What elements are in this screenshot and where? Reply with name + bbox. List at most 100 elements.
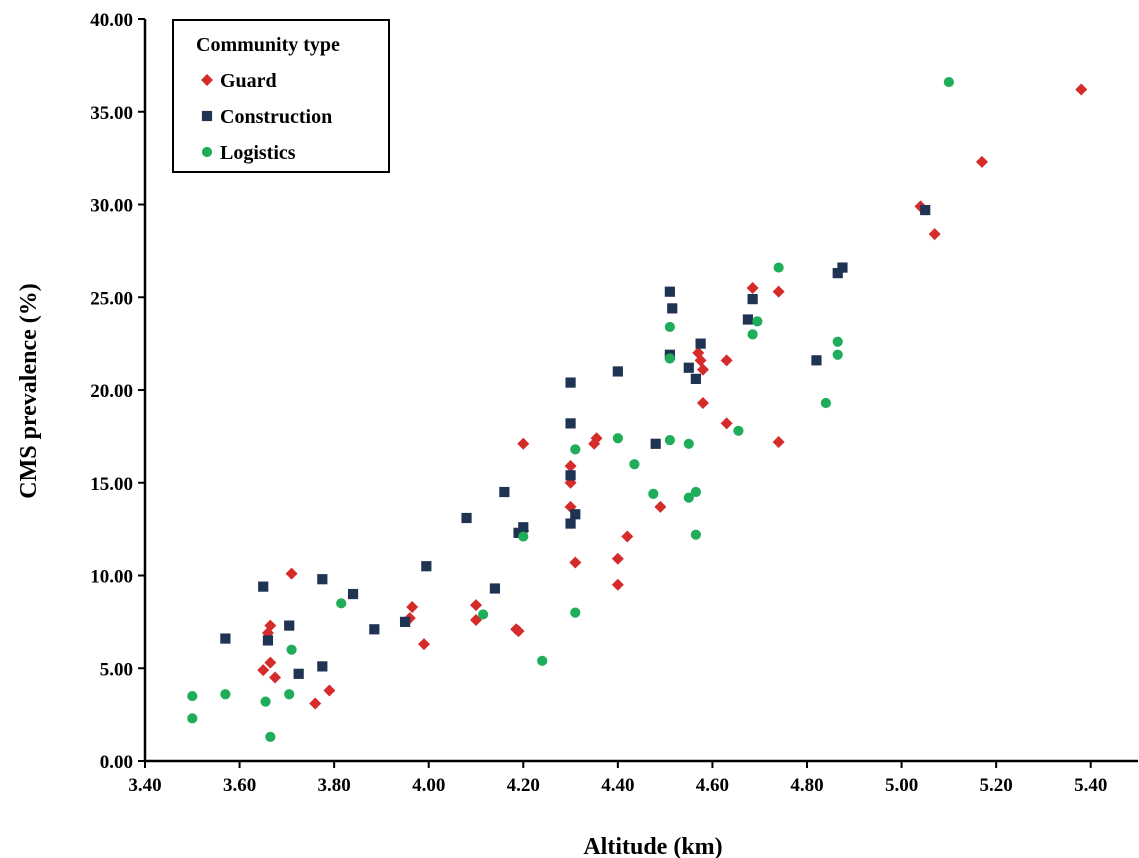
point-construction — [695, 338, 706, 349]
point-logistics — [943, 76, 954, 88]
x-tick-label: 4.60 — [696, 775, 729, 796]
point-guard — [309, 697, 322, 710]
point-logistics — [664, 434, 675, 446]
point-logistics — [537, 655, 548, 666]
point-logistics — [336, 598, 347, 609]
point-construction — [664, 286, 675, 297]
point-construction — [284, 620, 295, 631]
point-construction — [565, 418, 576, 429]
point-logistics — [570, 607, 581, 618]
point-logistics — [683, 438, 694, 449]
point-construction — [258, 581, 269, 592]
x-tick-label: 4.80 — [790, 775, 823, 796]
y-tick-label: 0.00 — [100, 752, 133, 773]
point-construction — [262, 635, 274, 646]
point-guard — [928, 228, 941, 241]
point-logistics — [683, 492, 694, 503]
point-guard — [975, 155, 988, 168]
point-logistics — [629, 459, 640, 470]
point-construction — [499, 486, 510, 498]
point-guard — [694, 354, 707, 367]
y-tick-label: 10.00 — [90, 567, 133, 588]
point-construction — [565, 518, 576, 529]
point-logistics — [747, 329, 758, 340]
point-guard — [569, 556, 582, 569]
point-construction — [612, 366, 623, 377]
point-logistics — [733, 425, 744, 436]
point-construction — [347, 588, 359, 600]
point-guard — [772, 435, 785, 448]
x-ticks: 3.40 3.60 3.80 4.00 4.20 4.40 4.60 4.80 5.00 5.20… — [128, 761, 1107, 796]
point-logistics — [752, 316, 763, 327]
point-guard — [417, 638, 430, 651]
point-guard — [406, 601, 419, 614]
legend: Community type Guard Construction Logistic… — [172, 19, 390, 173]
point-guard — [517, 437, 530, 450]
point-guard — [611, 578, 624, 591]
point-construction — [317, 661, 328, 672]
point-construction — [565, 470, 576, 481]
point-logistics — [832, 336, 843, 347]
point-guard — [611, 552, 624, 565]
point-logistics — [284, 689, 295, 700]
point-guard — [564, 460, 577, 473]
point-construction — [747, 294, 758, 305]
point-construction — [421, 561, 432, 572]
point-guard — [696, 396, 709, 409]
x-tick-label: 4.40 — [601, 775, 634, 796]
point-logistics — [612, 433, 623, 444]
point-guard — [621, 530, 634, 543]
point-construction — [570, 509, 581, 520]
point-logistics — [220, 689, 231, 700]
legend-items: Guard Construction Logistics — [201, 70, 332, 164]
point-logistics — [664, 353, 675, 364]
y-tick-label: 5.00 — [100, 659, 133, 680]
point-construction — [667, 303, 678, 314]
point-guard — [285, 567, 298, 580]
point-construction — [513, 527, 524, 538]
point-construction — [369, 624, 380, 635]
point-construction — [518, 522, 529, 533]
point-logistics — [265, 731, 276, 742]
point-logistics — [690, 529, 701, 540]
point-guard — [654, 500, 667, 513]
y-tick-label: 30.00 — [90, 196, 133, 217]
point-construction — [650, 438, 661, 449]
y-ticks: 0.00 5.00 10.00 15.00 20.00 25.00 30.00 35.00 40… — [90, 10, 145, 773]
point-logistics — [570, 444, 581, 455]
point-guard — [720, 354, 733, 367]
legend-label-guard: Guard — [220, 70, 277, 92]
x-tick-label: 3.60 — [223, 775, 256, 796]
legend-marker-guard — [201, 74, 213, 86]
point-construction — [832, 268, 843, 279]
point-logistics — [518, 531, 529, 542]
point-logistics — [820, 397, 832, 409]
point-logistics — [690, 486, 701, 498]
legend-marker-construction — [201, 110, 213, 122]
point-construction — [220, 633, 231, 644]
x-tick-label: 5.00 — [885, 775, 918, 796]
y-tick-label: 15.00 — [90, 474, 133, 495]
legend-label-construction: Construction — [220, 106, 332, 128]
point-guard — [720, 417, 733, 430]
x-tick-label: 5.20 — [980, 775, 1013, 796]
point-construction — [489, 583, 501, 594]
point-logistics — [260, 696, 271, 707]
point-construction — [565, 377, 576, 388]
x-tick-label: 5.40 — [1074, 775, 1107, 796]
point-logistics — [773, 262, 784, 273]
legend-box — [172, 19, 390, 173]
point-logistics — [477, 609, 489, 620]
x-tick-label: 3.40 — [128, 775, 161, 796]
point-guard — [512, 625, 525, 638]
data-points — [187, 76, 1088, 742]
y-axis-title: CMS prevalence (%) — [16, 283, 42, 499]
point-guard — [264, 656, 277, 669]
y-tick-label: 35.00 — [90, 103, 133, 124]
point-logistics — [832, 349, 843, 360]
point-construction — [742, 314, 753, 325]
point-construction — [683, 362, 694, 373]
point-guard — [257, 664, 270, 677]
y-tick-label: 20.00 — [90, 381, 133, 402]
